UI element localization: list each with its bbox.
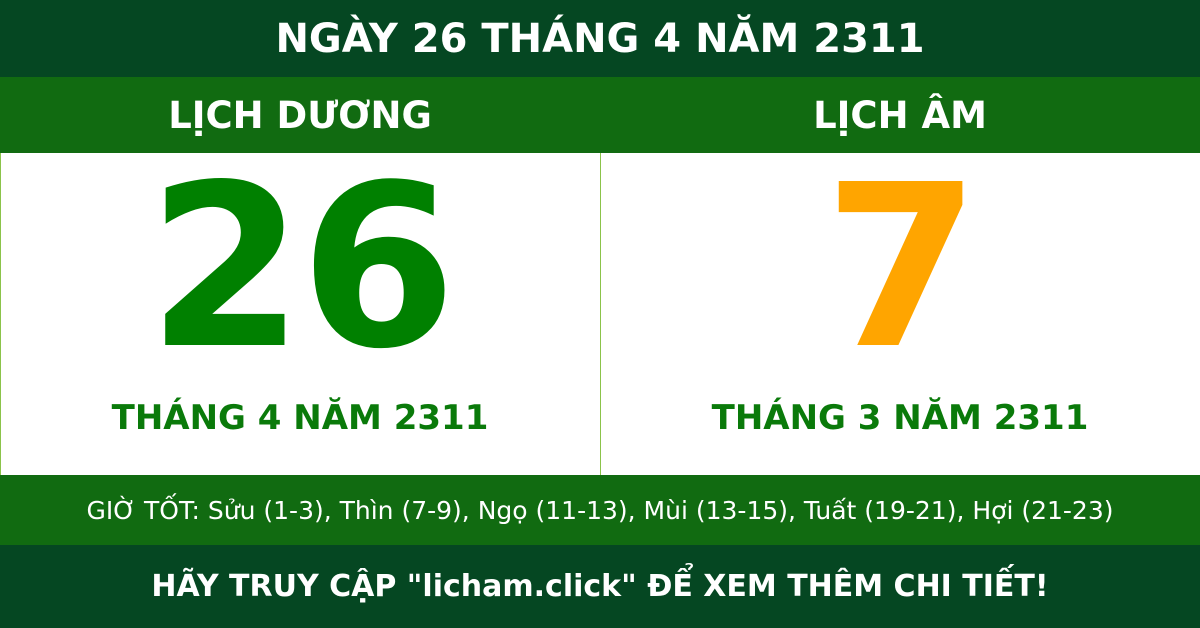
lunar-day: 7 [823, 137, 981, 399]
solar-heading: LỊCH DƯƠNG [168, 93, 432, 137]
page-title: NGÀY 26 THÁNG 4 NĂM 2311 [0, 0, 1200, 77]
divider [600, 153, 601, 475]
lunar-column: 7 THÁNG 3 NĂM 2311 [600, 153, 1200, 475]
solar-day: 26 [147, 137, 456, 399]
headings-bar: LỊCH DƯƠNG LỊCH ÂM [0, 77, 1200, 153]
good-hours: GIỜ TỐT: Sửu (1-3), Thìn (7-9), Ngọ (11-… [0, 475, 1200, 545]
solar-month-year: THÁNG 4 NĂM 2311 [111, 398, 489, 438]
lunar-month-year: THÁNG 3 NĂM 2311 [711, 398, 1089, 438]
lunar-heading: LỊCH ÂM [813, 93, 987, 137]
solar-column: 26 THÁNG 4 NĂM 2311 [0, 153, 600, 475]
call-to-action: HÃY TRUY CẬP "licham.click" ĐỂ XEM THÊM … [0, 545, 1200, 628]
